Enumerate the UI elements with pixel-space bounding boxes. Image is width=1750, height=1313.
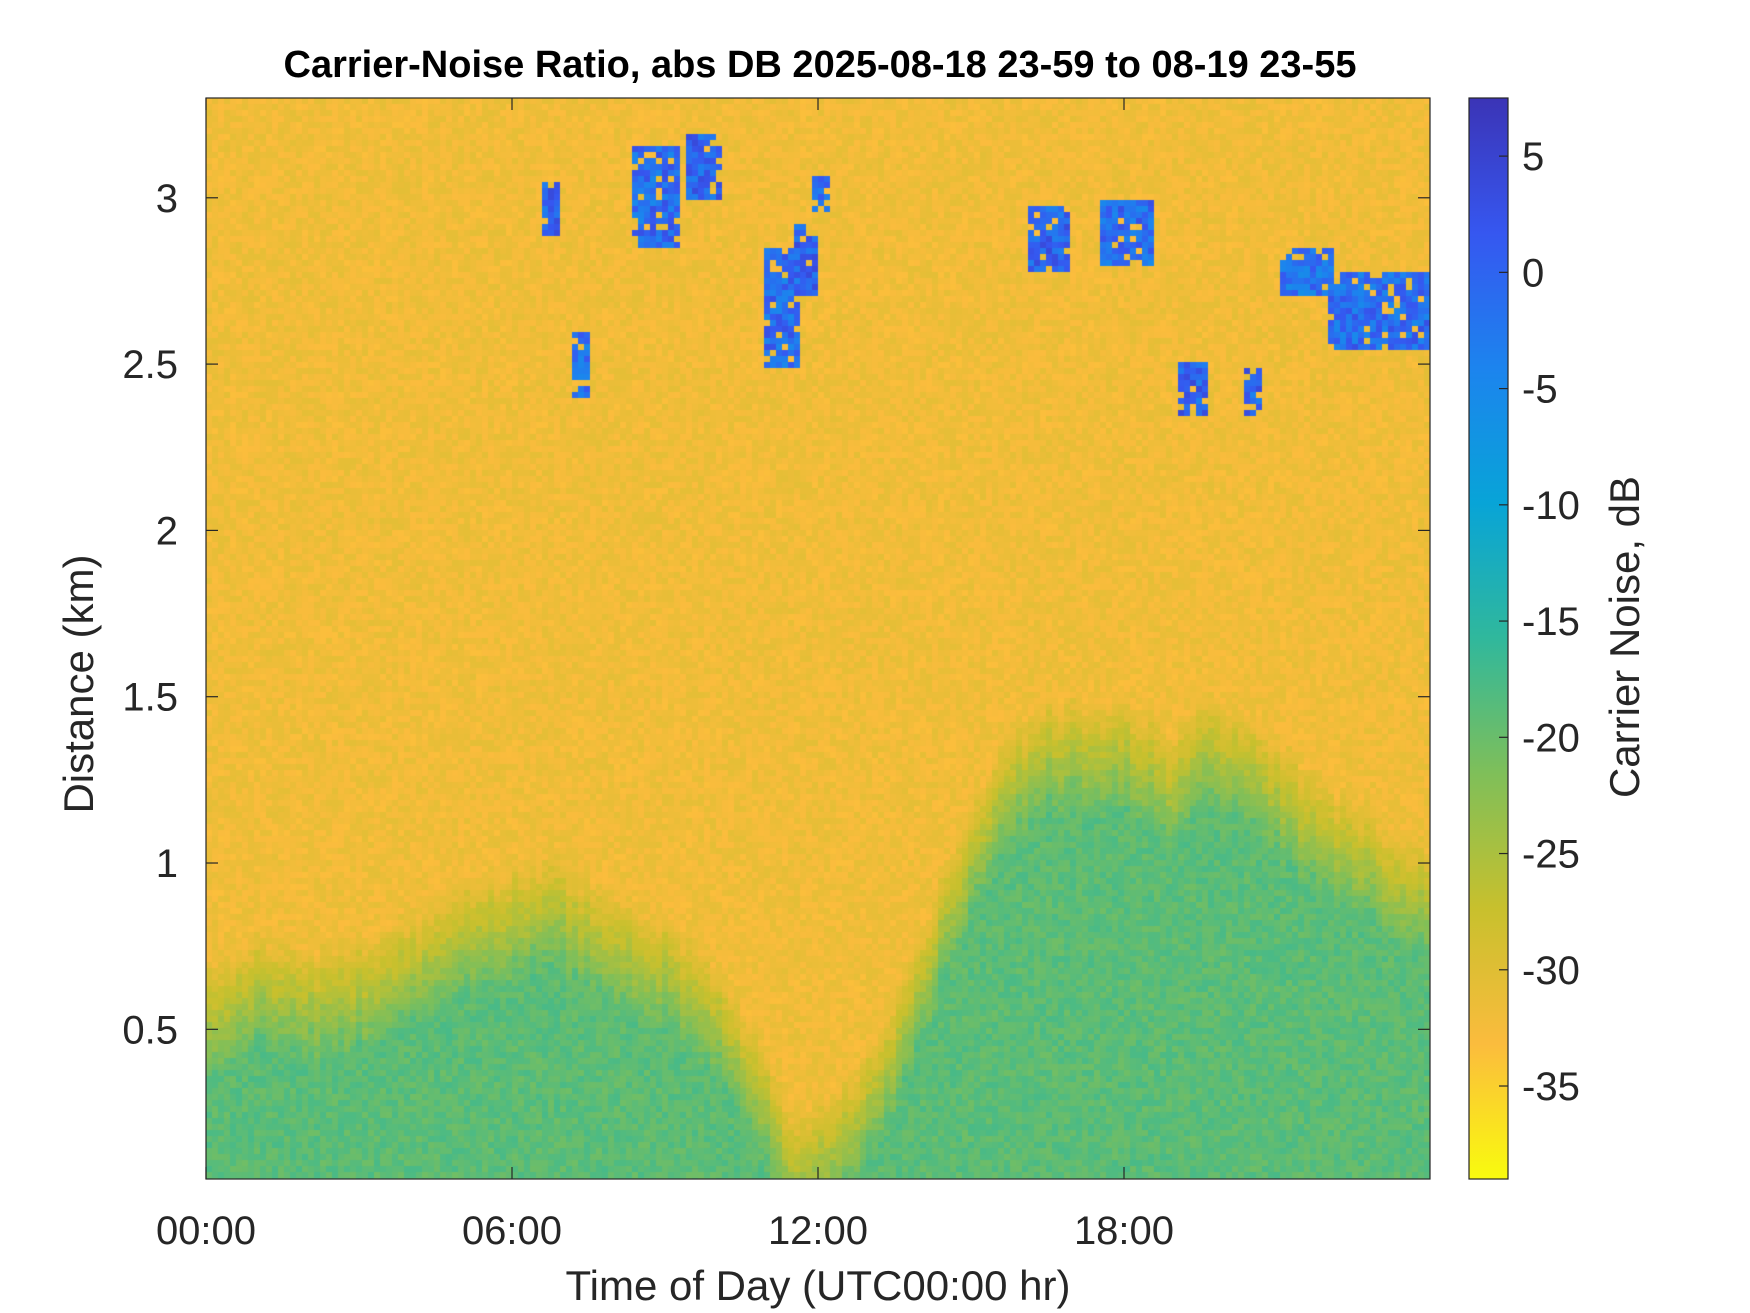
heatmap-image — [206, 98, 1430, 1179]
colorbar-tick-label: -15 — [1522, 600, 1580, 644]
colorbar-tick-label: -35 — [1522, 1065, 1580, 1109]
colorbar-tick-label: -10 — [1522, 484, 1580, 528]
colorbar-tick-label: -20 — [1522, 716, 1580, 760]
x-tick-label: 06:00 — [462, 1209, 562, 1253]
axes: 00:00 06:00 12:00 18:00 0.5 1 1.5 2 2.5 3 — [122, 98, 1430, 1253]
colorbar-tick-label: -30 — [1522, 949, 1580, 993]
heatmap-area — [206, 98, 1430, 1179]
y-tick-label: 1.5 — [122, 676, 178, 720]
x-tick-label: 12:00 — [768, 1209, 868, 1253]
colorbar-label: Carrier Noise, dB — [1601, 475, 1648, 799]
x-tick-label: 18:00 — [1074, 1209, 1174, 1253]
x-axis-label: Time of Day (UTC00:00 hr) — [565, 1262, 1071, 1309]
chart-title: Carrier-Noise Ratio, abs DB 2025-08-18 2… — [283, 44, 1357, 86]
colorbar-gradient — [1468, 97, 1509, 1180]
colorbar: 5 0 -5 -10 -15 -20 -25 -30 -35 — [1468, 97, 1580, 1180]
colorbar-tick-label: 5 — [1522, 135, 1544, 179]
y-axis-label: Distance (km) — [55, 554, 102, 814]
y-tick-label: 1 — [156, 842, 178, 886]
colorbar-tick-label: 0 — [1522, 251, 1544, 295]
colorbar-tick-label: -25 — [1522, 833, 1580, 877]
y-tick-label: 2 — [156, 509, 178, 553]
y-tick-label: 0.5 — [122, 1008, 178, 1052]
y-tick-label: 3 — [156, 177, 178, 221]
x-tick-label: 00:00 — [156, 1209, 256, 1253]
y-tick-label: 2.5 — [122, 343, 178, 387]
colorbar-tick-label: -5 — [1522, 368, 1558, 412]
